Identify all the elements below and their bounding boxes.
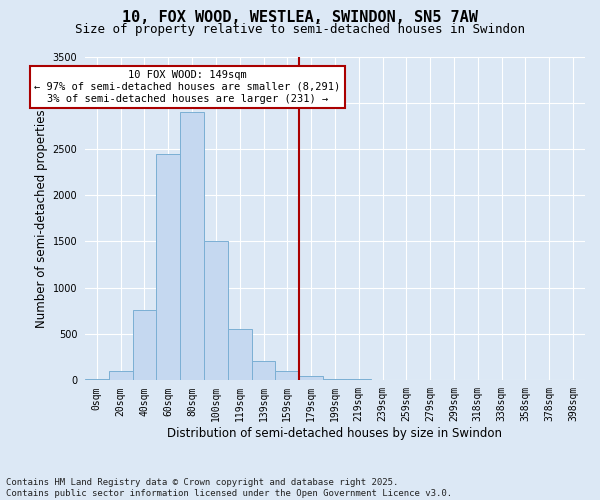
Bar	[275, 370, 299, 380]
Bar	[299, 376, 323, 380]
Y-axis label: Number of semi-detached properties: Number of semi-detached properties	[35, 109, 49, 328]
Bar	[85, 379, 109, 380]
Bar	[109, 370, 133, 380]
Bar	[251, 360, 275, 380]
Bar	[133, 310, 157, 380]
Bar	[204, 242, 228, 380]
Bar	[323, 379, 347, 380]
Text: 10, FOX WOOD, WESTLEA, SWINDON, SN5 7AW: 10, FOX WOOD, WESTLEA, SWINDON, SN5 7AW	[122, 10, 478, 25]
X-axis label: Distribution of semi-detached houses by size in Swindon: Distribution of semi-detached houses by …	[167, 427, 502, 440]
Text: 10 FOX WOOD: 149sqm
← 97% of semi-detached houses are smaller (8,291)
3% of semi: 10 FOX WOOD: 149sqm ← 97% of semi-detach…	[34, 70, 340, 104]
Text: Size of property relative to semi-detached houses in Swindon: Size of property relative to semi-detach…	[75, 22, 525, 36]
Bar	[180, 112, 204, 380]
Bar	[228, 329, 251, 380]
Text: Contains HM Land Registry data © Crown copyright and database right 2025.
Contai: Contains HM Land Registry data © Crown c…	[6, 478, 452, 498]
Bar	[157, 154, 180, 380]
